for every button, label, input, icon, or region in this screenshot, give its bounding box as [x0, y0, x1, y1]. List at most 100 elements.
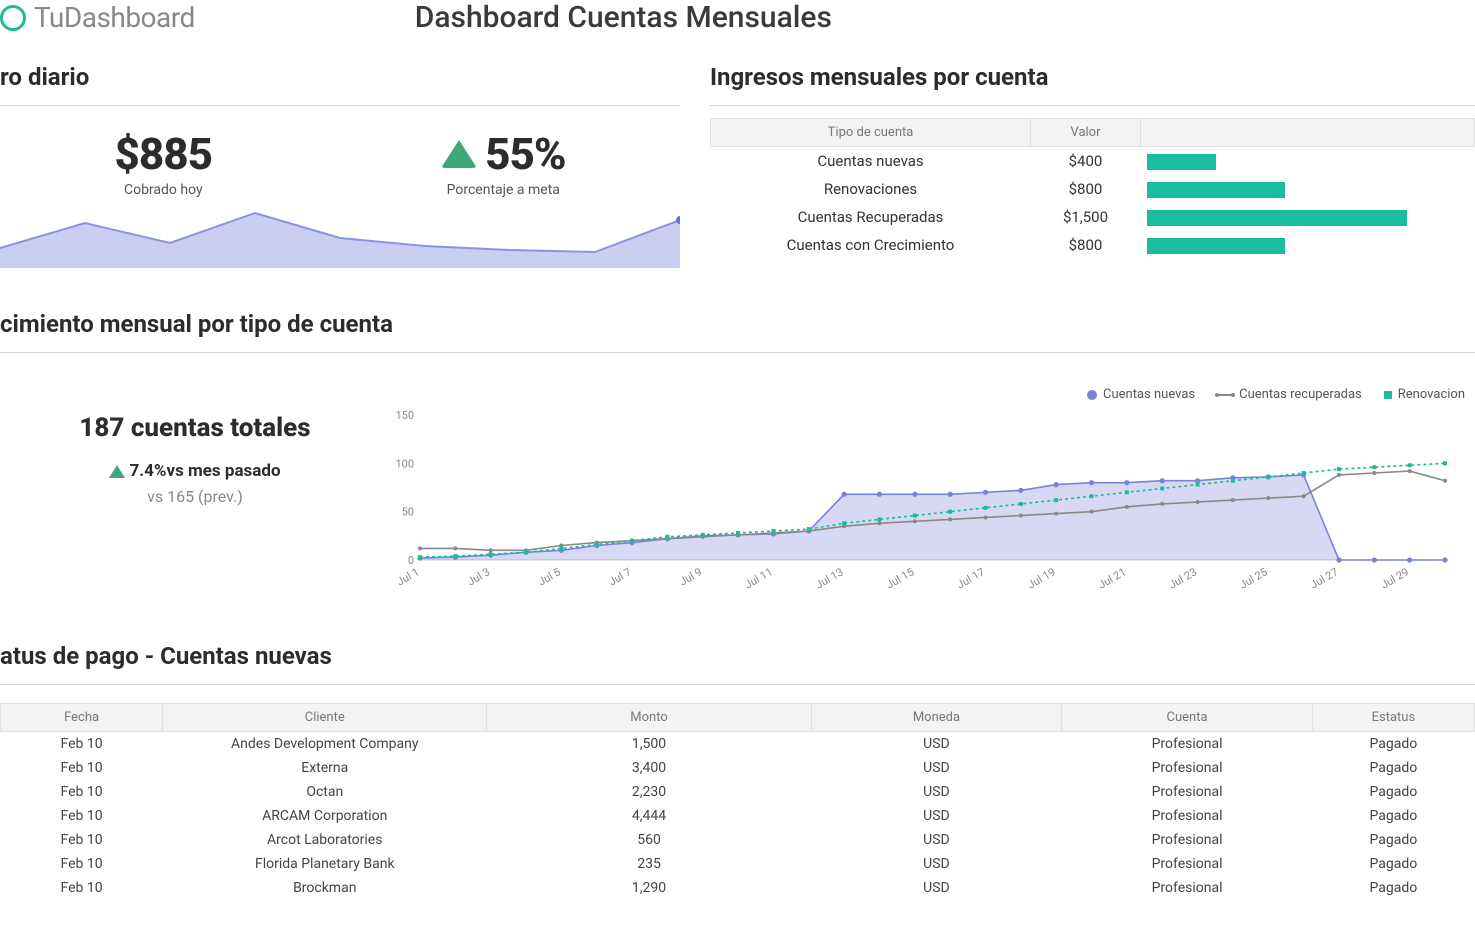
table-cell: Externa — [163, 756, 487, 780]
kpi-pct: 55% Porcentaje a meta — [441, 128, 565, 198]
payments-col-header: Cliente — [163, 704, 487, 732]
payments-col-header: Fecha — [1, 704, 163, 732]
table-cell: Brockman — [163, 876, 487, 900]
income-row-bar — [1141, 175, 1475, 203]
growth-total: 187 cuentas totales — [0, 413, 390, 443]
table-row: Feb 10Externa3,400USDProfesionalPagado — [1, 756, 1475, 780]
table-cell: USD — [811, 852, 1062, 876]
table-row: Feb 10ARCAM Corporation4,444USDProfesion… — [1, 804, 1475, 828]
brand-name: TuDashboard — [34, 1, 195, 34]
table-cell: Pagado — [1312, 780, 1474, 804]
kpi-amount: $885 Cobrado hoy — [115, 128, 213, 198]
table-cell: Feb 10 — [1, 756, 163, 780]
income-row-label: Renovaciones — [711, 175, 1031, 203]
svg-text:Jul 11: Jul 11 — [743, 565, 775, 590]
table-cell: Pagado — [1312, 828, 1474, 852]
table-cell: Pagado — [1312, 804, 1474, 828]
table-cell: Feb 10 — [1, 852, 163, 876]
table-cell: Arcot Laboratories — [163, 828, 487, 852]
logo-icon — [0, 5, 26, 31]
kpi-pct-value: 55% — [485, 128, 565, 180]
section-title-daily: ro diario — [0, 45, 680, 106]
table-cell: Feb 10 — [1, 828, 163, 852]
income-row: Renovaciones$800 — [711, 175, 1475, 203]
table-cell: Florida Planetary Bank — [163, 852, 487, 876]
income-col-header: Tipo de cuenta — [711, 119, 1031, 147]
svg-text:Jul 1: Jul 1 — [394, 565, 421, 588]
svg-text:50: 50 — [402, 506, 414, 519]
table-cell: Pagado — [1312, 732, 1474, 757]
trend-up-icon — [441, 140, 477, 168]
payments-table: FechaClienteMontoMonedaCuentaEstatus Feb… — [0, 703, 1475, 900]
income-row-value: $400 — [1031, 147, 1141, 176]
payments-col-header: Moneda — [811, 704, 1062, 732]
table-cell: 560 — [487, 828, 811, 852]
svg-text:Jul 19: Jul 19 — [1025, 565, 1057, 590]
table-cell: USD — [811, 804, 1062, 828]
svg-text:Jul 3: Jul 3 — [465, 565, 492, 588]
section-title-income: Ingresos mensuales por cuenta — [710, 45, 1475, 106]
table-cell: USD — [811, 780, 1062, 804]
income-row: Cuentas nuevas$400 — [711, 147, 1475, 176]
svg-text:150: 150 — [395, 410, 414, 422]
svg-text:Jul 27: Jul 27 — [1308, 565, 1340, 590]
table-row: Feb 10Octan2,230USDProfesionalPagado — [1, 780, 1475, 804]
svg-text:Jul 5: Jul 5 — [536, 565, 563, 588]
table-cell: 4,444 — [487, 804, 811, 828]
svg-text:Jul 29: Jul 29 — [1379, 565, 1411, 590]
header: TuDashboard Dashboard Cuentas Mensuales — [0, 0, 1475, 45]
svg-text:Jul 23: Jul 23 — [1167, 565, 1199, 590]
table-row: Feb 10Brockman1,290USDProfesionalPagado — [1, 876, 1475, 900]
table-cell: USD — [811, 828, 1062, 852]
income-row-value: $800 — [1031, 231, 1141, 259]
table-cell: 2,230 — [487, 780, 811, 804]
table-cell: Andes Development Company — [163, 732, 487, 757]
trend-up-icon — [109, 465, 125, 478]
svg-text:Jul 25: Jul 25 — [1237, 565, 1269, 590]
table-cell: Pagado — [1312, 852, 1474, 876]
table-cell: ARCAM Corporation — [163, 804, 487, 828]
legend-label: Renovacion — [1398, 387, 1465, 402]
table-cell: USD — [811, 756, 1062, 780]
kpi-amount-label: Cobrado hoy — [115, 182, 213, 198]
growth-chart: 050100150Jul 1Jul 3Jul 5Jul 7Jul 9Jul 11… — [390, 410, 1450, 590]
income-row: Cuentas Recuperadas$1,500 — [711, 203, 1475, 231]
table-cell: Pagado — [1312, 876, 1474, 900]
table-cell: Feb 10 — [1, 876, 163, 900]
table-cell: USD — [811, 732, 1062, 757]
table-cell: Profesional — [1062, 780, 1313, 804]
growth-chart-area: Cuentas nuevas Cuentas recuperadas Renovac… — [390, 383, 1475, 594]
income-col-header: Valor — [1031, 119, 1141, 147]
page-title: Dashboard Cuentas Mensuales — [415, 0, 832, 35]
growth-summary: 187 cuentas totales 7.4%vs mes pasado vs… — [0, 383, 390, 506]
income-table: Tipo de cuentaValor Cuentas nuevas$400Re… — [710, 118, 1475, 259]
legend-item: Renovacion — [1384, 387, 1465, 402]
svg-text:Jul 17: Jul 17 — [955, 565, 987, 590]
payments-col-header: Monto — [487, 704, 811, 732]
income-row-bar — [1141, 203, 1475, 231]
table-cell: 1,290 — [487, 876, 811, 900]
legend-label: Cuentas recuperadas — [1239, 387, 1362, 402]
table-cell: Feb 10 — [1, 804, 163, 828]
table-cell: 3,400 — [487, 756, 811, 780]
table-row: Feb 10Florida Planetary Bank235USDProfes… — [1, 852, 1475, 876]
income-row-value: $800 — [1031, 175, 1141, 203]
table-cell: Profesional — [1062, 732, 1313, 757]
svg-text:100: 100 — [395, 457, 414, 470]
table-cell: Profesional — [1062, 804, 1313, 828]
table-cell: Profesional — [1062, 852, 1313, 876]
growth-prev: vs 165 (prev.) — [0, 487, 390, 506]
income-col-header — [1141, 119, 1475, 147]
income-row-label: Cuentas con Crecimiento — [711, 231, 1031, 259]
table-cell: 1,500 — [487, 732, 811, 757]
kpi-pct-label: Porcentaje a meta — [441, 182, 565, 198]
table-cell: Profesional — [1062, 828, 1313, 852]
legend-item: Cuentas nuevas — [1087, 387, 1195, 402]
growth-pct: 7.4%vs mes pasado — [0, 461, 390, 481]
growth-legend: Cuentas nuevas Cuentas recuperadas Renovac… — [390, 383, 1475, 410]
svg-text:0: 0 — [408, 554, 414, 567]
svg-text:Jul 7: Jul 7 — [607, 565, 634, 588]
panel-daily: ro diario $885 Cobrado hoy 55% Porcentaj… — [0, 45, 680, 272]
table-cell: Octan — [163, 780, 487, 804]
svg-text:Jul 21: Jul 21 — [1096, 565, 1128, 590]
